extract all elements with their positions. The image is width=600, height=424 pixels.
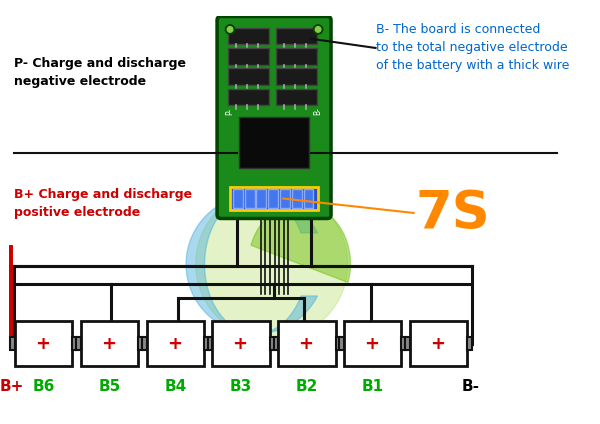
Circle shape	[313, 25, 323, 34]
Text: +: +	[364, 335, 379, 354]
Bar	[81, 321, 138, 366]
Bar	[146, 321, 204, 366]
Bar	[138, 337, 143, 350]
Bar	[212, 321, 270, 366]
Bar	[280, 189, 290, 208]
Bar	[228, 89, 269, 106]
Bar	[270, 337, 275, 350]
Bar	[277, 28, 317, 44]
Text: 7S: 7S	[415, 188, 490, 240]
Text: B1: B1	[362, 379, 384, 394]
Bar	[228, 68, 269, 85]
Bar	[245, 189, 254, 208]
Bar	[228, 48, 269, 64]
Text: B2: B2	[296, 379, 318, 394]
Bar	[467, 337, 472, 350]
Text: +: +	[101, 335, 116, 354]
Bar	[335, 337, 340, 350]
Text: B4: B4	[164, 379, 187, 394]
Bar	[73, 337, 77, 350]
Bar	[233, 189, 243, 208]
Polygon shape	[196, 188, 348, 340]
Bar	[76, 337, 81, 350]
Bar	[405, 337, 410, 350]
Text: P- Charge and discharge
negative electrode: P- Charge and discharge negative electro…	[14, 57, 186, 88]
Text: B+ Charge and discharge
positive electrode: B+ Charge and discharge positive electro…	[14, 188, 192, 219]
Circle shape	[315, 27, 321, 32]
Bar	[230, 187, 318, 210]
Text: B6: B6	[32, 379, 55, 394]
Bar	[410, 321, 467, 366]
Bar	[142, 337, 146, 350]
Bar	[278, 321, 335, 366]
Text: B-: B-	[462, 379, 480, 394]
Bar	[239, 117, 309, 168]
Text: B+: B+	[0, 379, 23, 394]
Bar	[277, 89, 317, 106]
Bar	[256, 189, 266, 208]
Bar	[304, 189, 313, 208]
Text: B-: B-	[314, 107, 323, 115]
Circle shape	[227, 27, 233, 32]
Bar	[274, 337, 278, 350]
Bar	[344, 321, 401, 366]
Text: B- The board is connected
to the total negative electrode
of the battery with a : B- The board is connected to the total n…	[376, 23, 570, 72]
Bar	[340, 337, 344, 350]
Circle shape	[226, 25, 235, 34]
Text: B5: B5	[98, 379, 121, 394]
Text: +: +	[35, 335, 50, 354]
Text: +: +	[430, 335, 445, 354]
Text: B3: B3	[230, 379, 252, 394]
Text: P-: P-	[226, 107, 235, 114]
Bar	[228, 28, 269, 44]
Bar	[292, 189, 302, 208]
Text: +: +	[298, 335, 313, 354]
FancyBboxPatch shape	[217, 17, 331, 218]
Text: +: +	[167, 335, 182, 354]
Bar	[204, 337, 209, 350]
Bar	[277, 48, 317, 64]
Bar	[10, 337, 15, 350]
Bar	[268, 189, 278, 208]
Text: +: +	[233, 335, 248, 354]
Polygon shape	[251, 204, 350, 282]
Bar	[401, 337, 406, 350]
Bar	[208, 337, 212, 350]
Bar	[277, 68, 317, 85]
Bar	[15, 321, 73, 366]
